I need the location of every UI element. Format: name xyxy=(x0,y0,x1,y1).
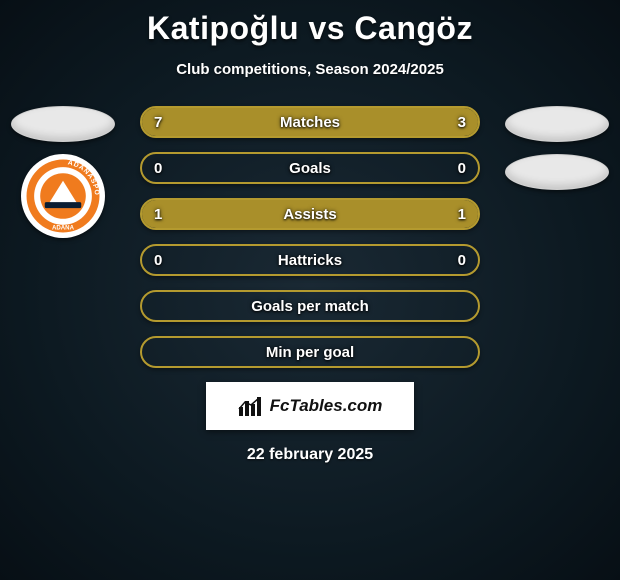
right-player-column xyxy=(502,106,612,190)
stat-row: Min per goal xyxy=(140,336,480,368)
stat-value-right: 0 xyxy=(458,246,466,274)
stat-row: Assists11 xyxy=(140,198,480,230)
subtitle: Club competitions, Season 2024/2025 xyxy=(0,61,620,78)
stat-row: Hattricks0 0 xyxy=(140,244,480,276)
stat-fill-right xyxy=(310,200,478,228)
stat-value-right: 1 xyxy=(458,200,466,228)
stat-label: Goals per match xyxy=(142,292,478,320)
comparison-arena: ADANASPOR ADANA Matches73Goals00Assists1… xyxy=(0,106,620,368)
left-player-avatar xyxy=(11,106,115,142)
snapshot-date: 22 february 2025 xyxy=(0,446,620,464)
stat-label: Min per goal xyxy=(142,338,478,366)
bar-chart-icon xyxy=(238,395,264,417)
svg-text:ADANA: ADANA xyxy=(52,224,75,231)
stat-value-left: 7 xyxy=(154,108,162,136)
brand-box[interactable]: FcTables.com xyxy=(206,382,414,430)
stat-row: Matches73 xyxy=(140,106,480,138)
stat-value-left: 1 xyxy=(154,200,162,228)
stat-label: Goals xyxy=(142,154,478,182)
adanaspor-badge-icon: ADANASPOR ADANA xyxy=(25,158,101,234)
content-root: Katipoğlu vs Cangöz Club competitions, S… xyxy=(0,0,620,464)
brand-text: FcTables.com xyxy=(270,396,383,416)
stat-value-left: 0 xyxy=(154,246,162,274)
stat-value-left: 0 xyxy=(154,154,162,182)
stat-value-right: 0 xyxy=(458,154,466,182)
stat-label: Hattricks xyxy=(142,246,478,274)
right-player-avatar xyxy=(505,106,609,142)
stat-value-right: 3 xyxy=(458,108,466,136)
left-club-badge: ADANASPOR ADANA xyxy=(21,154,105,238)
left-player-column: ADANASPOR ADANA xyxy=(8,106,118,238)
right-club-badge xyxy=(505,154,609,190)
stat-fill-left xyxy=(142,200,310,228)
stat-bars-container: Matches73Goals00Assists11Hattricks00Goal… xyxy=(140,106,480,368)
stat-fill-left xyxy=(142,108,377,136)
stat-row: Goals per match xyxy=(140,290,480,322)
page-title: Katipoğlu vs Cangöz xyxy=(0,10,620,47)
stat-row: Goals0 0 xyxy=(140,152,480,184)
